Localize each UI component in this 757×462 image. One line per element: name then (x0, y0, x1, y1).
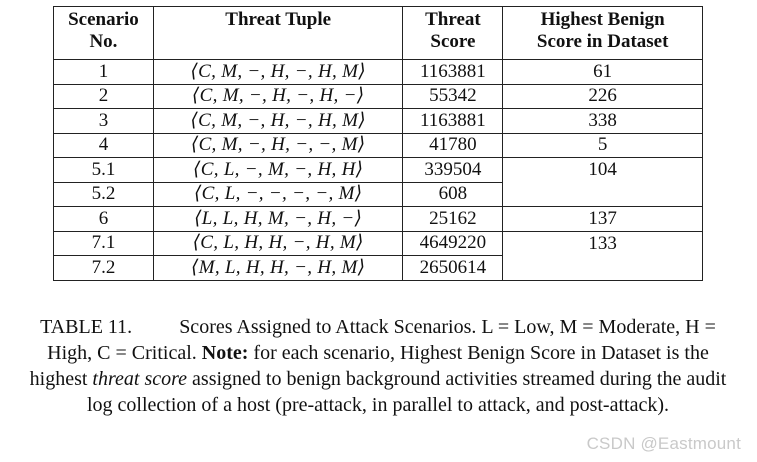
header-threat-tuple: Threat Tuple (152, 6, 404, 60)
table-row: 6 ⟨L, L, H, M, −, H, −⟩ 25162 137 (53, 206, 703, 232)
table-row: 2 ⟨C, M, −, H, −, H, −⟩ 55342 226 (53, 83, 703, 109)
cell-score: 55342 (402, 83, 504, 109)
cell-scenario: 7.2 (53, 255, 154, 281)
caption-note-label: Note: (201, 342, 249, 364)
header-highest-benign-score: Highest Benign Score in Dataset (502, 6, 703, 60)
cell-tuple: ⟨L, L, H, M, −, H, −⟩ (152, 206, 404, 232)
cell-score: 608 (402, 181, 504, 207)
caption-text-intro: Scores Assigned to Attack Scenarios. L =… (47, 316, 716, 364)
cell-scenario: 4 (53, 132, 154, 158)
cell-scenario: 2 (53, 83, 154, 109)
cell-tuple: ⟨C, M, −, H, −, H, −⟩ (152, 83, 404, 109)
cell-scenario: 5.1 (53, 157, 154, 183)
cell-tuple: ⟨M, L, H, H, −, H, M⟩ (152, 255, 404, 281)
cell-scenario: 7.1 (53, 230, 154, 256)
table-row: 3 ⟨C, M, −, H, −, H, M⟩ 1163881 338 (53, 108, 703, 134)
table-row: 7.1 ⟨C, L, H, H, −, H, M⟩ 4649220 133 (53, 230, 703, 256)
caption-text-note: for each scenario, Highest Benign Score … (29, 342, 709, 390)
cell-benign: 133 (502, 230, 703, 256)
table-caption: TABLE 11. Scores Assigned to Attack Scen… (28, 314, 728, 418)
cell-score: 339504 (402, 157, 504, 183)
cell-benign: 61 (502, 59, 703, 85)
scores-table-container: Scenario No. Threat Tuple Threat Score H… (53, 6, 703, 281)
cell-tuple: ⟨C, M, −, H, −, H, M⟩ (152, 108, 404, 134)
cell-benign: 338 (502, 108, 703, 134)
cell-benign: 137 (502, 206, 703, 232)
cell-benign: 104 (502, 157, 703, 182)
cell-tuple: ⟨C, M, −, H, −, H, M⟩ (152, 59, 404, 85)
cell-score: 41780 (402, 132, 504, 158)
cell-benign: 226 (502, 83, 703, 109)
header-scenario-no: Scenario No. (53, 6, 154, 60)
cell-score: 1163881 (402, 108, 504, 134)
header-score-line2: Score (430, 30, 476, 52)
cell-benign: 5 (502, 132, 703, 158)
cell-scenario: 1 (53, 59, 154, 85)
table-row: 5.2 ⟨C, L, −, −, −, −, M⟩ 608 (53, 181, 703, 207)
cell-scenario: 6 (53, 206, 154, 232)
cell-score: 1163881 (402, 59, 504, 85)
table-row: 5.1 ⟨C, L, −, M, −, H, H⟩ 339504 104 (53, 157, 703, 183)
header-threat-score: Threat Score (402, 6, 504, 60)
cell-benign (502, 255, 703, 281)
header-score-line1: Threat (425, 9, 481, 30)
cell-score: 4649220 (402, 230, 504, 256)
cell-score: 2650614 (402, 255, 504, 281)
attack-scenario-scores-table: Scenario No. Threat Tuple Threat Score H… (53, 6, 703, 281)
caption-text-rest: assigned to benign background activities… (87, 368, 727, 416)
table-header-row: Scenario No. Threat Tuple Threat Score H… (53, 6, 703, 60)
header-tuple-text: Threat Tuple (225, 9, 332, 30)
table-row: 7.2 ⟨M, L, H, H, −, H, M⟩ 2650614 (53, 255, 703, 281)
watermark: CSDN @Eastmount (586, 434, 741, 453)
cell-tuple: ⟨C, M, −, H, −, −, M⟩ (152, 132, 404, 158)
header-scenario-line1: Scenario (68, 9, 139, 30)
cell-scenario: 5.2 (53, 181, 154, 207)
cell-tuple: ⟨C, L, −, M, −, H, H⟩ (152, 157, 404, 183)
table-row: 4 ⟨C, M, −, H, −, −, M⟩ 41780 5 (53, 132, 703, 158)
cell-scenario: 3 (53, 108, 154, 134)
header-benign-line1: Highest Benign (540, 9, 665, 30)
caption-label: TABLE 11. (40, 316, 133, 338)
header-benign-line2: Score in Dataset (536, 30, 669, 52)
table-row: 1 ⟨C, M, −, H, −, H, M⟩ 1163881 61 (53, 59, 703, 85)
cell-tuple: ⟨C, L, −, −, −, −, M⟩ (152, 181, 404, 207)
caption-emphasis: threat score (92, 368, 188, 390)
cell-benign (502, 182, 703, 207)
cell-tuple: ⟨C, L, H, H, −, H, M⟩ (152, 230, 404, 256)
header-scenario-line2: No. (89, 30, 118, 52)
cell-score: 25162 (402, 206, 504, 232)
